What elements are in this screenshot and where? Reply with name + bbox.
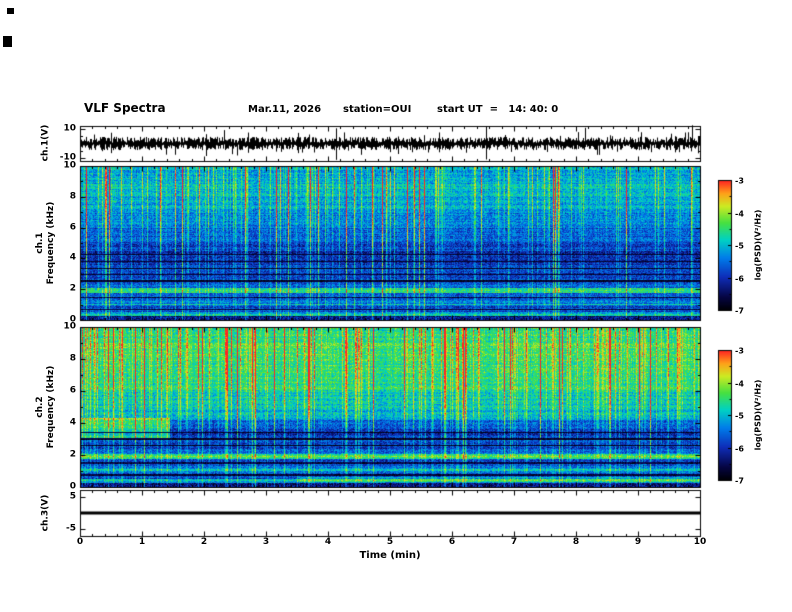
- time-axis-label: Time (min): [359, 550, 421, 561]
- colorbar-tick-label: -5: [735, 411, 744, 420]
- ch1-frequency-axis-label: Frequency (kHz): [46, 201, 56, 285]
- y-tick-label: 10: [63, 123, 76, 134]
- y-tick-label: 6: [69, 385, 76, 396]
- y-tick-label: 10: [63, 160, 76, 171]
- x-tick-label: 1: [138, 537, 146, 547]
- y-tick-label: 6: [69, 222, 76, 233]
- colorbar-tick-label: -6: [735, 274, 744, 283]
- y-tick-label: -10: [59, 152, 76, 163]
- x-tick-label: 10: [693, 537, 707, 547]
- ch1-channel-label: ch.1: [35, 232, 45, 254]
- y-tick-label: 0: [69, 314, 76, 325]
- colorbar-tick-label: -6: [735, 444, 744, 453]
- x-tick-label: 9: [634, 537, 642, 547]
- ch1-voltage-ylabel: ch.1(V): [40, 124, 51, 162]
- x-tick-label: 4: [324, 537, 332, 547]
- ch3-voltage-ylabel: ch.3(V): [40, 494, 51, 532]
- x-tick-label: 0: [76, 537, 84, 547]
- x-tick-label: 5: [386, 537, 394, 547]
- scan-artifact-icon: [3, 36, 12, 47]
- ch1-spectrogram-ylabel: ch.1 Frequency (kHz): [35, 202, 57, 285]
- y-tick-label: 5: [69, 491, 76, 502]
- y-tick-label: 8: [69, 191, 76, 202]
- colorbar-tick-label: -3: [735, 176, 744, 185]
- y-tick-label: 4: [69, 252, 76, 263]
- header-station: station=OUI: [343, 104, 412, 115]
- colorbar2-label: log(PSD)(V²/Hz): [753, 379, 763, 451]
- colorbar-tick-label: -4: [735, 209, 744, 218]
- colorbar1-label: log(PSD)(V²/Hz): [753, 209, 763, 281]
- x-tick-label: 8: [572, 537, 580, 547]
- header-date: Mar.11, 2026: [248, 104, 322, 115]
- ch2-spectrogram-ylabel: ch.2 Frequency (kHz): [35, 366, 57, 449]
- ch2-frequency-axis-label: Frequency (kHz): [46, 365, 56, 449]
- colorbar-tick-label: -7: [735, 306, 744, 315]
- y-tick-label: 2: [69, 283, 76, 294]
- y-tick-label: 10: [63, 321, 76, 332]
- figure-title: VLF Spectra: [84, 101, 166, 115]
- y-tick-label: 8: [69, 353, 76, 364]
- x-tick-label: 6: [448, 537, 456, 547]
- y-tick-label: 2: [69, 449, 76, 460]
- header-start-ut: start UT = 14: 40: 0: [437, 104, 559, 115]
- colorbar-tick-label: -3: [735, 346, 744, 355]
- x-tick-label: 3: [262, 537, 270, 547]
- ch2-channel-label: ch.2: [35, 396, 45, 418]
- y-tick-label: -5: [66, 523, 76, 534]
- scan-artifact-icon: [7, 8, 14, 14]
- x-tick-label: 2: [200, 537, 208, 547]
- colorbar-tick-label: -7: [735, 476, 744, 485]
- colorbar-tick-label: -4: [735, 379, 744, 388]
- y-tick-label: 0: [69, 481, 76, 492]
- colorbar-tick-label: -5: [735, 241, 744, 250]
- y-tick-label: 4: [69, 417, 76, 428]
- x-tick-label: 7: [510, 537, 518, 547]
